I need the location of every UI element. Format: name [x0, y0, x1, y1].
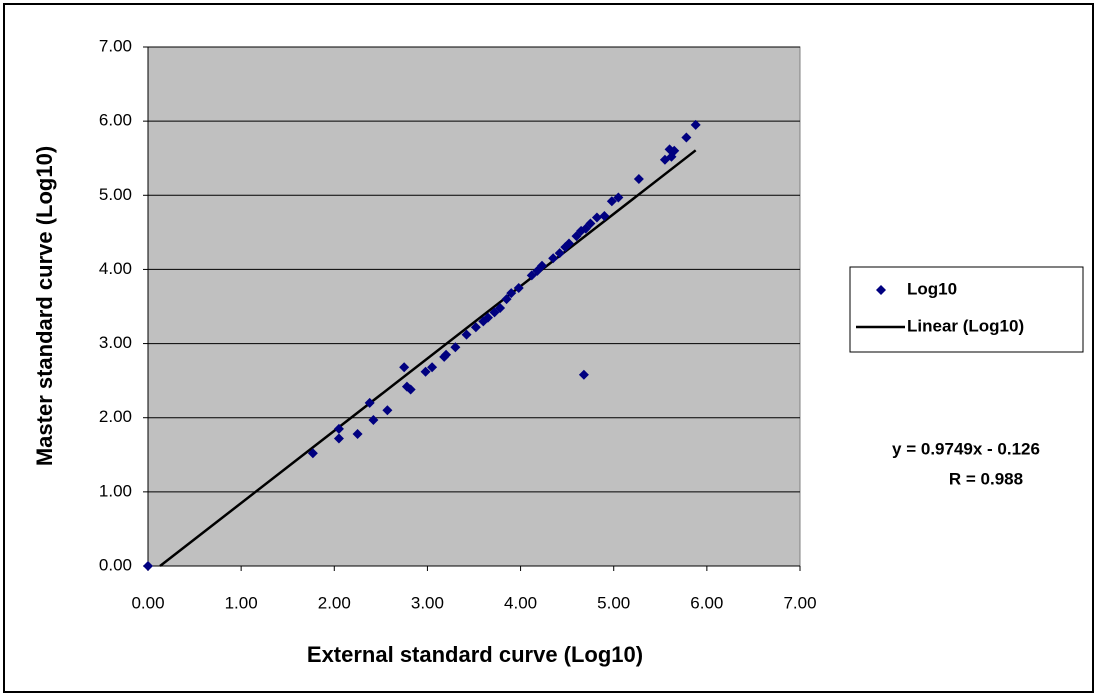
scatter-point — [482, 312, 493, 323]
scatter-point — [333, 423, 344, 434]
scatter-point — [633, 173, 644, 184]
scatter-point — [613, 192, 624, 203]
scatter-point — [307, 448, 318, 459]
scatter-point — [441, 349, 452, 360]
x-tick-label: 3.00 — [411, 593, 444, 612]
x-tick-label: 2.00 — [318, 593, 351, 612]
scatter-point — [585, 218, 596, 229]
x-axis-title: External standard curve (Log10) — [307, 642, 643, 667]
scatter-point — [333, 433, 344, 444]
scatter-point — [489, 307, 500, 318]
x-tick-label: 4.00 — [504, 593, 537, 612]
y-tick-label: 3.00 — [99, 333, 132, 352]
scatter-point — [578, 369, 589, 380]
scatter-point — [405, 384, 416, 395]
trendline — [159, 149, 697, 567]
x-tick-label: 1.00 — [225, 593, 258, 612]
x-tick-label: 7.00 — [783, 593, 816, 612]
scatter-point — [461, 329, 472, 340]
x-tick-label: 5.00 — [597, 593, 630, 612]
scatter-point — [420, 366, 431, 377]
scatter-point — [506, 288, 517, 299]
x-tick-label: 6.00 — [690, 593, 723, 612]
x-tick-label: 0.00 — [131, 593, 164, 612]
y-tick-label: 7.00 — [99, 36, 132, 55]
scatter-point — [450, 342, 461, 353]
scatter-point — [501, 294, 512, 305]
r-value: R = 0.988 — [949, 469, 1023, 488]
legend-marker — [876, 285, 886, 295]
y-axis-title: Master standard curve (Log10) — [32, 146, 57, 466]
scatter-point — [606, 196, 617, 207]
scatter-point — [470, 322, 481, 333]
scatter-point — [382, 405, 393, 416]
scatter-point — [669, 145, 680, 156]
scatter-point — [143, 561, 153, 571]
scatter-point — [690, 119, 701, 130]
legend-label: Log10 — [907, 279, 957, 298]
y-tick-label: 6.00 — [99, 111, 132, 130]
plot-background — [147, 46, 801, 567]
scatter-point — [591, 212, 602, 223]
scatter-point — [368, 414, 379, 425]
scatter-point — [399, 362, 410, 373]
y-tick-label: 2.00 — [99, 407, 132, 426]
scatter-point — [352, 429, 363, 440]
scatter-point — [564, 238, 575, 249]
y-tick-label: 1.00 — [99, 481, 132, 500]
scatter-point — [427, 362, 438, 373]
scatter-point — [536, 260, 547, 271]
legend-label: Linear (Log10) — [907, 316, 1024, 335]
scatter-point — [495, 302, 506, 313]
y-tick-label: 0.00 — [99, 555, 132, 574]
y-tick-label: 5.00 — [99, 185, 132, 204]
scatter-point — [364, 397, 375, 408]
scatter-point — [513, 282, 524, 293]
scatter-point — [548, 253, 559, 264]
equation: y = 0.9749x - 0.126 — [892, 439, 1040, 458]
legend-box — [849, 266, 1084, 353]
scatter-point — [681, 132, 692, 143]
scatter-point — [599, 211, 610, 222]
scatter-point — [526, 270, 537, 281]
scatter-point — [554, 248, 565, 259]
y-tick-label: 4.00 — [99, 259, 132, 278]
